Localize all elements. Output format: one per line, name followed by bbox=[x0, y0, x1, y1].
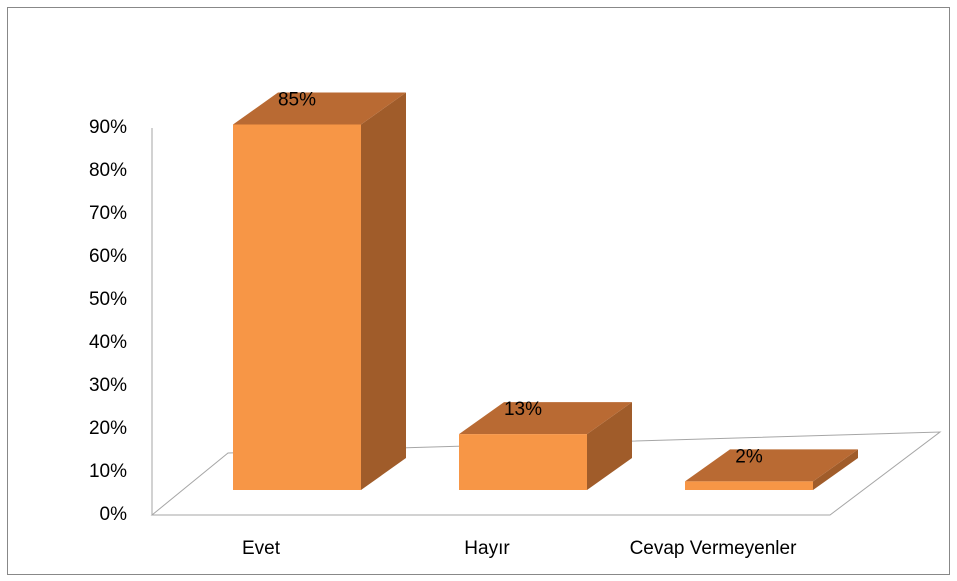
y-tick-label: 40% bbox=[89, 332, 127, 353]
bar-side bbox=[813, 449, 858, 490]
bar-top bbox=[459, 402, 632, 435]
y-tick-label: 60% bbox=[89, 246, 127, 267]
x-tick-label: Evet bbox=[242, 538, 281, 559]
y-tick-label: 10% bbox=[89, 461, 127, 482]
bar-front bbox=[233, 124, 361, 490]
x-tick-label: Hayır bbox=[464, 538, 510, 559]
y-tick-label: 90% bbox=[89, 117, 127, 138]
data-label: 85% bbox=[278, 90, 316, 111]
y-tick-label: 0% bbox=[100, 504, 128, 525]
y-tick-label: 80% bbox=[89, 160, 127, 181]
floor bbox=[150, 431, 942, 516]
bar-front bbox=[685, 481, 813, 490]
y-tick-label: 50% bbox=[89, 289, 127, 310]
bar bbox=[233, 92, 406, 490]
bar-side bbox=[587, 402, 632, 490]
y-tick-label: 70% bbox=[89, 203, 127, 224]
y-tick-label: 20% bbox=[89, 418, 127, 439]
data-label: 13% bbox=[504, 399, 542, 420]
bar-top bbox=[233, 92, 406, 125]
data-label: 2% bbox=[735, 446, 763, 467]
y-tick-label: 30% bbox=[89, 375, 127, 396]
bar bbox=[459, 402, 632, 490]
bar-side bbox=[361, 92, 406, 490]
bar-top bbox=[685, 449, 858, 482]
bar-front bbox=[459, 434, 587, 490]
x-tick-label: Cevap Vermeyenler bbox=[630, 538, 798, 559]
bar bbox=[685, 449, 858, 490]
